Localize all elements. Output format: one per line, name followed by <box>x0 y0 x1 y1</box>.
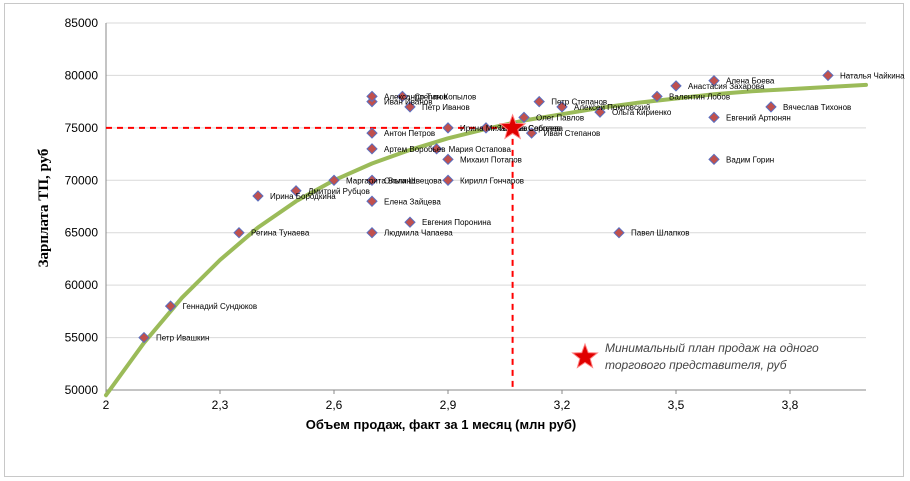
x-tick-label: 3,2 <box>554 398 571 412</box>
point-label: Ирина Михайлова <box>460 124 528 133</box>
point-label: Вячеслав Тихонов <box>783 103 851 112</box>
legend: Минимальный план продаж на одного торгов… <box>571 341 822 372</box>
data-point <box>670 80 682 92</box>
plan-marker <box>498 113 527 140</box>
point-label: Ирина Бородкина <box>270 192 336 201</box>
point-label: Кирилл Гончаров <box>460 176 524 185</box>
data-point <box>613 227 625 239</box>
data-point <box>366 127 378 139</box>
data-point <box>366 195 378 207</box>
x-tick-label: 2,3 <box>212 398 229 412</box>
data-point <box>525 127 538 139</box>
point-label: Соболев <box>528 124 560 133</box>
data-point <box>164 300 177 312</box>
data-point <box>138 331 150 344</box>
data-point <box>708 111 720 124</box>
data-point <box>396 90 409 103</box>
data-point <box>233 227 245 239</box>
x-tick-label: 3,5 <box>668 398 685 412</box>
point-label: Алексей Покровский <box>574 103 650 112</box>
data-point <box>404 101 416 113</box>
chart-frame <box>4 3 904 477</box>
tick-labels: 50000 55000 60000 65000 70000 75000 80000 85000… <box>65 16 799 412</box>
legend-star <box>571 342 599 369</box>
data-point <box>822 69 834 82</box>
plan-guides <box>106 126 514 390</box>
point-label: Регина Тунаева <box>251 229 310 238</box>
point-label: Евгений Артюнян <box>726 113 791 122</box>
y-tick-label: 70000 <box>65 173 99 187</box>
data-point <box>442 153 454 166</box>
x-tick-label: 3,8 <box>782 398 799 412</box>
x-axis-title: Объем продаж, факт за 1 месяц (млн руб) <box>306 417 576 432</box>
point-label: Елена Зайцева <box>384 197 441 206</box>
data-point <box>651 90 663 103</box>
data-point <box>556 101 568 113</box>
data-point <box>366 90 378 103</box>
point-label: Олег Павлов <box>536 113 584 122</box>
data-point <box>290 185 302 197</box>
data-point <box>765 101 777 113</box>
point-label: Петр Ивашкин <box>156 334 209 343</box>
legend-star-icon <box>571 342 599 369</box>
point-labels: Петр Ивашкин Геннадий Сундюков Регина Туна… <box>156 71 905 342</box>
point-label: Иван Иванов <box>384 98 432 107</box>
x-tick-label: 2 <box>103 398 110 412</box>
point-label: Маргарита Волина <box>346 176 416 185</box>
y-tick-label: 85000 <box>65 16 99 30</box>
data-point <box>328 174 340 186</box>
data-point <box>366 143 378 155</box>
y-tick-label: 65000 <box>65 226 99 240</box>
x-tick-label: 2,9 <box>440 398 457 412</box>
point-label: Ольга Кириенко <box>612 108 672 117</box>
data-point <box>533 95 545 108</box>
y-tick-label: 50000 <box>65 383 99 397</box>
data-point <box>708 74 720 87</box>
data-point <box>708 153 720 166</box>
data-point <box>442 122 454 134</box>
point-label: Петр Иванов <box>422 103 470 112</box>
point-label: Вадим Горин <box>726 155 774 164</box>
data-point <box>430 143 443 155</box>
y-axis-title: Зарплата ТП, руб <box>36 149 52 268</box>
point-label: Степан Копылов <box>414 92 476 101</box>
point-label: Иван Степанов <box>544 129 601 138</box>
data-point <box>366 227 378 239</box>
y-tick-label: 80000 <box>65 68 99 82</box>
y-tick-label: 60000 <box>65 278 99 292</box>
point-label: Дмитрий Рубцов <box>308 187 370 196</box>
legend-label-line-1: Минимальный план продаж на одного <box>605 341 819 355</box>
data-point <box>252 190 264 202</box>
data-point <box>366 174 378 186</box>
point-label: Геннадий Сундюков <box>183 302 258 311</box>
point-label: Мария Остапова <box>449 145 512 154</box>
point-label: Антон Петров <box>384 129 435 138</box>
point-label: Петр Степанов <box>551 98 607 107</box>
point-label: Михаил Потапов <box>460 155 522 164</box>
point-label: Наталья Чайкина <box>840 71 905 80</box>
y-tick-label: 75000 <box>65 121 99 135</box>
plan-star <box>498 113 527 140</box>
data-point <box>518 111 530 124</box>
point-label: Артем Воробьев <box>384 145 446 154</box>
legend-label: Минимальный план продаж на одного торгов… <box>605 341 822 372</box>
point-label: Анастасия Захарова <box>688 82 765 91</box>
data-point <box>594 106 606 118</box>
point-label: Алена Боева <box>726 77 775 86</box>
data-point <box>480 122 492 134</box>
y-tick-label: 55000 <box>65 331 99 345</box>
x-tick-label: 2,6 <box>326 398 343 412</box>
point-label: Евгения Поронина <box>422 218 492 227</box>
point-label: Ольга Швецова <box>384 176 442 185</box>
data-point <box>442 174 454 186</box>
point-label: Павел Шлапков <box>631 229 690 238</box>
data-point <box>404 216 416 228</box>
point-label: Людмила Чапаева <box>384 229 453 238</box>
point-label: Тамара Сергеева <box>498 124 564 133</box>
legend-label-line-2: торгового представителя, руб <box>605 358 788 372</box>
data-points <box>138 69 834 344</box>
point-label: Валентин Лобов <box>669 92 730 101</box>
point-label: Александр Титов <box>384 92 448 101</box>
